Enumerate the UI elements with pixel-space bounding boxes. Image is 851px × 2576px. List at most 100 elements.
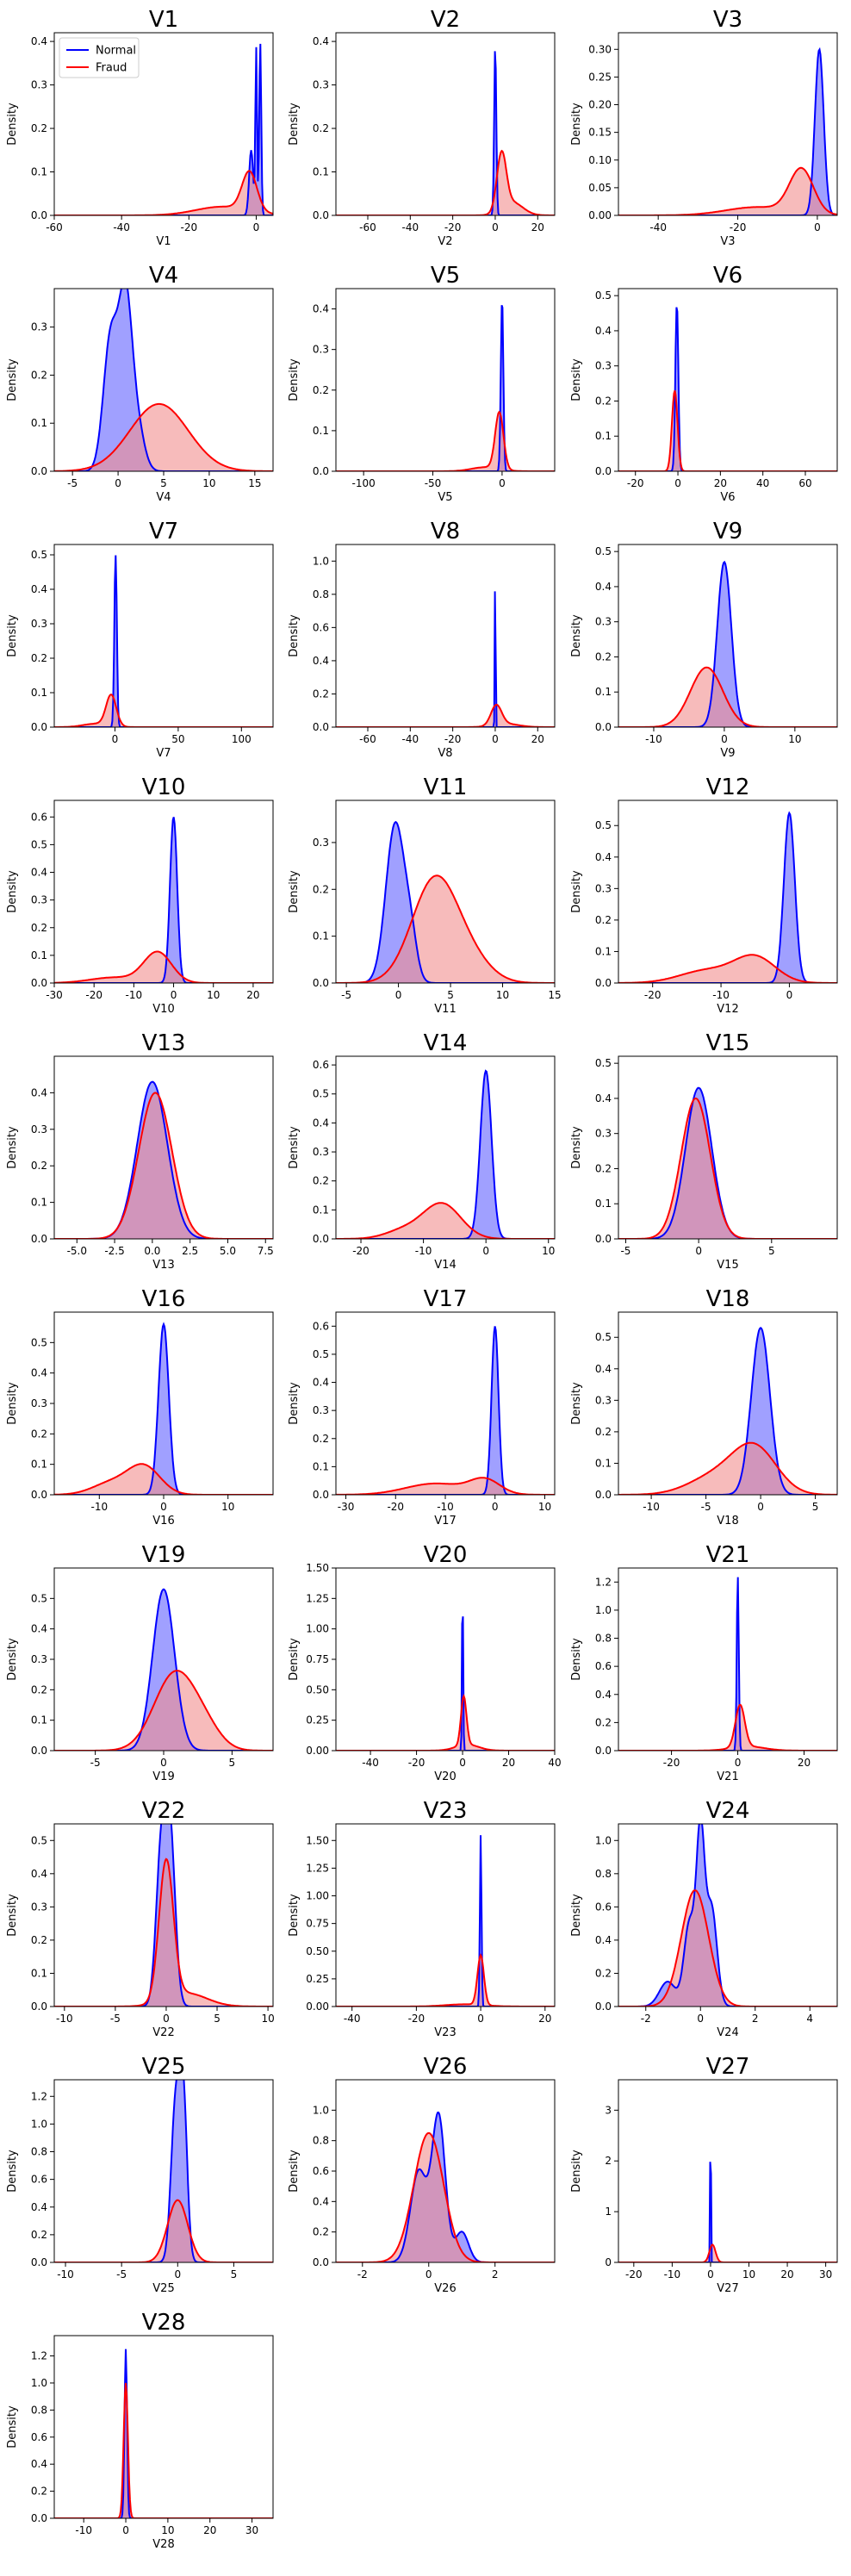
x-tick-label: 5 bbox=[231, 2268, 238, 2280]
y-tick-label: 0.4 bbox=[595, 851, 612, 863]
x-tick-label: 0 bbox=[492, 221, 499, 233]
x-tick-label: 0 bbox=[786, 989, 793, 1001]
area-normal-v21 bbox=[618, 1577, 837, 1751]
y-axis-label: Density bbox=[288, 2150, 301, 2193]
line-fraud-v4 bbox=[54, 402, 273, 471]
y-tick-label: 0.1 bbox=[313, 425, 329, 437]
x-tick-label: 5 bbox=[447, 989, 454, 1001]
area-normal-v11 bbox=[336, 822, 555, 983]
axes-frame bbox=[618, 32, 838, 216]
line-fraud-v8 bbox=[336, 703, 555, 727]
y-tick-label: 0.5 bbox=[313, 1348, 329, 1360]
x-tick-label: 5 bbox=[160, 477, 167, 489]
line-fraud-v27 bbox=[618, 2243, 837, 2262]
y-tick-label: 0.0 bbox=[31, 721, 47, 733]
axes-frame bbox=[53, 800, 274, 984]
y-tick-label: 0.4 bbox=[31, 1086, 47, 1098]
subplot-v22: -10 -5 0 5 10 0.0 0.1 0.2 0.3 0.4 0.5 V22 V22 Density bbox=[6, 1798, 275, 2039]
y-tick-label: 0.0 bbox=[313, 2256, 329, 2268]
axes-frame bbox=[618, 544, 838, 728]
x-tick-label: 0 bbox=[814, 221, 821, 233]
y-tick-label: 0.0 bbox=[313, 977, 329, 989]
y-tick-label: 0.6 bbox=[313, 1059, 329, 1071]
y-tick-label: 0.3 bbox=[313, 79, 329, 91]
y-tick-label: 0.8 bbox=[313, 2135, 329, 2147]
y-axis-label: Density bbox=[6, 1126, 19, 1169]
line-normal-v15 bbox=[618, 1086, 837, 1239]
area-fraud-v8 bbox=[336, 705, 555, 727]
axes-frame bbox=[53, 1823, 274, 2007]
x-axis-label: V3 bbox=[720, 235, 735, 248]
y-tick-label: 0.2 bbox=[31, 1934, 47, 1946]
y-axis-label: Density bbox=[570, 103, 583, 146]
line-fraud-v2 bbox=[336, 149, 555, 215]
y-tick-label: 0.0 bbox=[31, 2256, 47, 2268]
y-tick-label: 0.0 bbox=[313, 1233, 329, 1245]
subplot-title: V23 bbox=[424, 1798, 468, 1824]
y-tick-label: 0.2 bbox=[31, 652, 47, 664]
y-axis-label: Density bbox=[570, 358, 583, 401]
subplot-v19: -5 0 5 0.0 0.1 0.2 0.3 0.4 0.5 V19 V19 Density bbox=[6, 1542, 274, 1783]
x-axis-label: V18 bbox=[717, 1515, 738, 1528]
axes-frame bbox=[335, 544, 556, 728]
y-tick-label: 0.6 bbox=[313, 1320, 329, 1332]
y-tick-label: 1.0 bbox=[31, 2377, 47, 2389]
y-axis-label: Density bbox=[6, 614, 19, 657]
x-axis-label: V21 bbox=[717, 1770, 738, 1783]
x-tick-label: 10 bbox=[207, 989, 220, 1001]
y-tick-label: 1 bbox=[605, 2206, 612, 2218]
line-fraud-v21 bbox=[618, 1703, 837, 1751]
y-tick-label: 0.1 bbox=[31, 1197, 47, 1209]
y-tick-label: 0.2 bbox=[31, 2229, 47, 2241]
subplot-title: V24 bbox=[706, 1798, 750, 1824]
x-tick-label: -5.0 bbox=[67, 1245, 87, 1257]
y-tick-label: 0.4 bbox=[31, 1367, 47, 1379]
subplot-v23: -40 -20 0 20 0.00 0.25 0.50 0.75 1.00 1.25 1.50 V23… bbox=[288, 1798, 556, 2039]
subplot-v12: -20 -10 0 0.0 0.1 0.2 0.3 0.4 0.5 V12 V12 Density bbox=[570, 775, 838, 1016]
x-tick-label: -5 bbox=[116, 2268, 127, 2280]
line-normal-v12 bbox=[618, 811, 837, 983]
area-normal-v16 bbox=[54, 1324, 273, 1495]
x-tick-label: -10 bbox=[643, 1501, 660, 1513]
x-tick-label: 20 bbox=[531, 221, 544, 233]
area-normal-v20 bbox=[336, 1616, 555, 1751]
line-fraud-v24 bbox=[618, 1889, 837, 2007]
x-tick-label: 10 bbox=[261, 2013, 274, 2025]
x-tick-label: 0 bbox=[757, 1501, 764, 1513]
line-normal-v20 bbox=[336, 1616, 555, 1751]
x-tick-label: 0 bbox=[695, 1245, 702, 1257]
legend-label-normal: Normal bbox=[96, 45, 136, 58]
x-tick-label: -40 bbox=[113, 221, 130, 233]
subplot-v21: -20 0 20 0.0 0.2 0.4 0.6 0.8 1.0 1.2 V21 V21 Density bbox=[570, 1542, 838, 1783]
subplot-v7: 0 50 100 0.0 0.1 0.2 0.3 0.4 0.5 V7 V7 Density bbox=[6, 519, 274, 760]
y-tick-label: 0.25 bbox=[588, 71, 612, 83]
line-normal-v11 bbox=[336, 820, 555, 983]
y-tick-label: 0.00 bbox=[306, 1745, 329, 1757]
y-tick-label: 0.05 bbox=[588, 182, 612, 194]
subplot-v26: -2 0 2 0.0 0.2 0.4 0.6 0.8 1.0 V26 V26 Density bbox=[288, 2054, 556, 2295]
area-fraud-v24 bbox=[618, 1890, 837, 2007]
y-axis-label: Density bbox=[288, 870, 301, 913]
y-tick-label: 0.5 bbox=[595, 819, 612, 831]
x-tick-label: 0 bbox=[112, 733, 119, 745]
y-tick-label: 0.1 bbox=[595, 1457, 612, 1469]
subplot-v4: -5 0 5 10 15 0.0 0.1 0.2 0.3 V4 V4 Density bbox=[6, 263, 274, 504]
area-normal-v9 bbox=[618, 562, 837, 727]
x-axis-label: V22 bbox=[152, 2026, 174, 2039]
y-tick-label: 0.4 bbox=[313, 303, 329, 315]
x-tick-label: -10 bbox=[645, 733, 662, 745]
y-tick-label: 0.4 bbox=[31, 867, 47, 879]
y-tick-label: 0.2 bbox=[31, 922, 47, 934]
y-tick-label: 0.6 bbox=[31, 2174, 47, 2186]
y-tick-label: 0.15 bbox=[588, 127, 612, 139]
x-tick-label: -20 bbox=[85, 989, 102, 1001]
y-tick-label: 0.3 bbox=[313, 1146, 329, 1158]
subplot-title: V9 bbox=[713, 519, 742, 544]
line-fraud-v14 bbox=[336, 1202, 555, 1239]
area-fraud-v14 bbox=[336, 1203, 555, 1239]
y-tick-label: 0.6 bbox=[313, 2165, 329, 2177]
subplot-title: V19 bbox=[142, 1542, 186, 1568]
x-tick-label: 0 bbox=[482, 1245, 489, 1257]
subplot-v3: -40 -20 0 0.00 0.05 0.10 0.15 0.20 0.25 0.30 V3 V3 D… bbox=[570, 7, 838, 248]
y-tick-label: 0.3 bbox=[595, 882, 612, 894]
